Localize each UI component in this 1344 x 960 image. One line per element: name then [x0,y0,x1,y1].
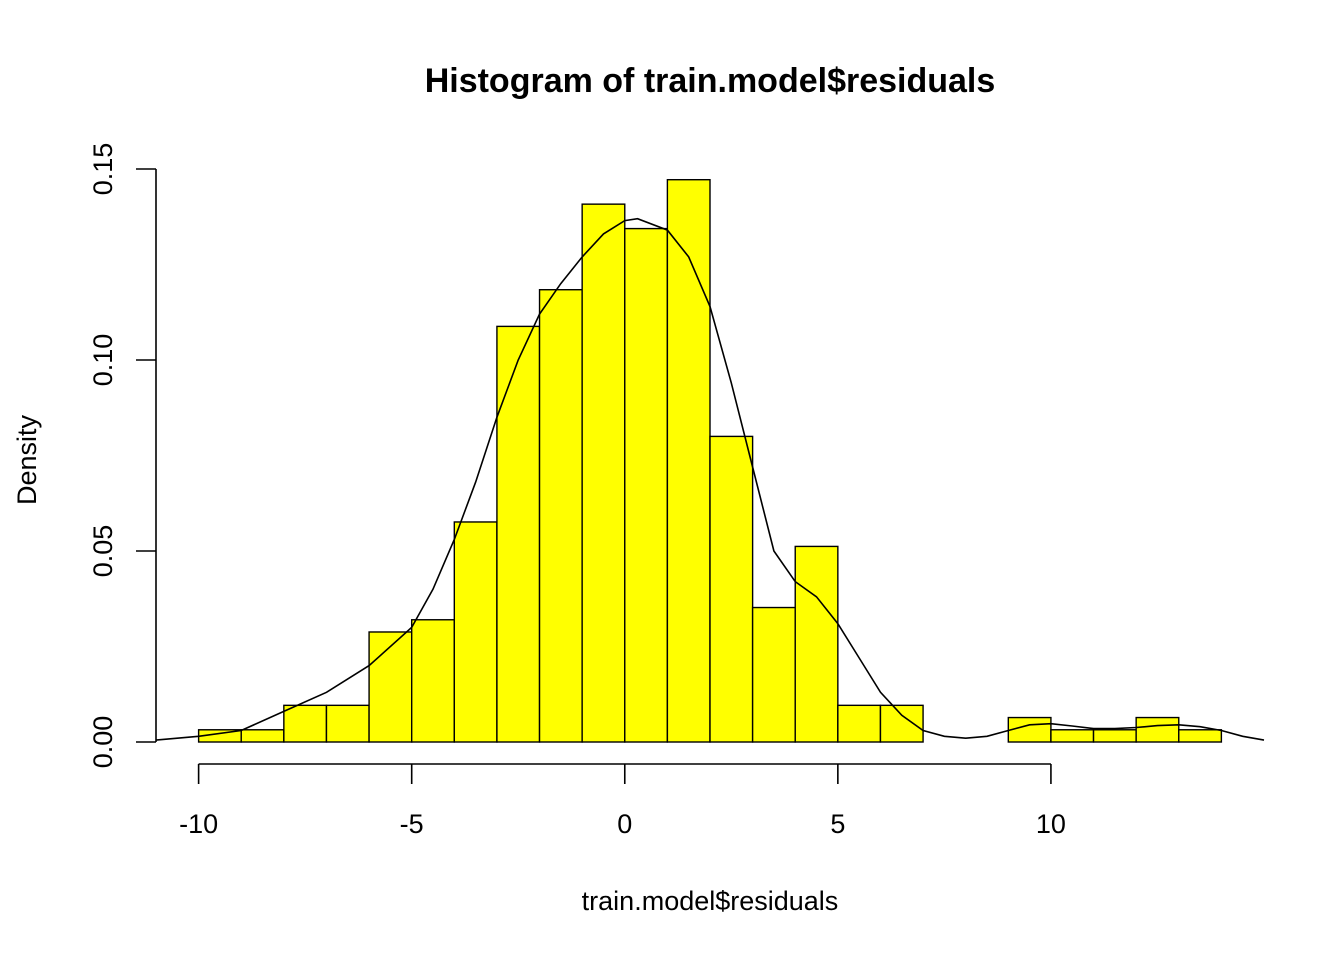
histogram-bar [283,704,328,743]
x-tick-label: 10 [1036,809,1066,839]
histogram-bar [538,289,583,743]
x-tick-label: -5 [400,809,424,839]
chart-title: Histogram of train.model$residuals [425,62,996,100]
histogram-bar [1050,729,1095,743]
x-tick-label: 5 [830,809,845,839]
histogram-bar [1007,716,1052,743]
histogram-bar [325,704,370,743]
histogram-bar [709,435,754,743]
histogram-bar [624,227,669,743]
histogram-bars [197,178,1223,743]
y-tick-label: 0.10 [88,334,118,387]
density-curve [155,217,1265,741]
x-axis-ticks: -10 -5 0 5 10 [179,764,1066,839]
x-tick-label: -10 [179,809,218,839]
x-tick-label: 0 [617,809,632,839]
y-axis-label: Density [12,414,42,505]
histogram-bar [1092,729,1137,743]
histogram-bar [879,704,924,743]
y-tick-label: 0.00 [88,716,118,769]
histogram-bar [581,203,626,743]
histogram-bar [240,729,285,743]
histogram-bar [453,521,498,743]
histogram-bar [794,545,839,743]
y-tick-label: 0.05 [88,525,118,578]
y-axis-ticks: 0.00 0.05 0.10 0.15 [88,143,156,769]
x-axis-label: train.model$residuals [582,886,839,916]
histogram-bar [368,631,413,743]
histogram-bar [837,704,882,743]
histogram-bar [666,178,711,743]
histogram-bar [751,606,796,743]
histogram-bar [1135,716,1180,743]
histogram-bar [1178,729,1223,743]
y-tick-label: 0.15 [88,143,118,196]
histogram-bar [410,619,456,743]
histogram-bar [496,325,541,743]
